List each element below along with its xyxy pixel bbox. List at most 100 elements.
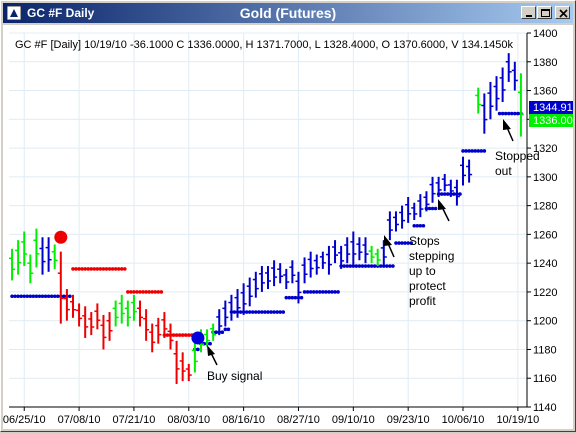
price-bar [112,300,119,327]
arrowhead-icon [438,199,446,210]
price-bar [423,191,430,212]
price-bar [505,53,512,82]
stop-dot-long [433,206,438,211]
price-bar [33,228,40,268]
price-bar [417,194,424,218]
stop-dot-short [171,333,176,337]
sell-signal-dot [54,230,68,244]
stop-dot-short [107,267,112,271]
price-bar [191,340,198,373]
minimize-icon [526,15,532,17]
price-bar [493,76,500,111]
price-bars [9,53,524,384]
stop-dot-long [506,111,511,116]
price-bar [210,323,217,341]
price-bar [487,81,494,120]
close-button[interactable] [555,6,570,19]
stop-dot-long [479,149,484,153]
price-bar [204,329,211,347]
stop-dot-long [467,149,471,153]
stop-dot-long [293,295,298,300]
price-bar [185,363,192,382]
stop-dot-long [250,310,255,314]
stops-label-line: Stops [409,234,440,248]
price-bar [511,61,518,91]
stop-dot-short [153,290,158,294]
price-bar [222,300,229,327]
maximize-icon [541,9,550,17]
stop-dot-short [122,267,127,271]
price-bar [57,251,64,324]
stop-dot-long [214,330,218,335]
price-bar [466,159,473,183]
price-bar [368,245,375,264]
stop-dot-long [342,264,346,268]
stop-dot-long [369,264,374,268]
stop-dot-long [321,290,325,294]
stop-dot-short [129,290,133,294]
stop-dot-short [116,267,121,271]
stopped-label-line: Stopped [495,149,540,163]
price-bar [216,309,223,336]
price-bar [283,268,290,290]
stop-dot-long [503,111,508,116]
minimize-button[interactable] [521,6,536,19]
price-bar [325,245,332,275]
price-bar [143,309,150,341]
price-chart[interactable]: GC #F [Daily] 10/19/10 -36.1000 C 1336.0… [3,25,573,429]
stop-dot-long [62,294,66,299]
stop-dot-long [394,241,398,245]
price-bar [362,237,369,264]
stop-dot-long [378,264,383,268]
price-bar [76,303,83,327]
stop-dot-long [37,294,42,299]
stop-dot-short [159,290,164,294]
stop-dot-short [141,290,145,294]
stop-dot-short [150,290,155,294]
y-tick-label: 1180 [533,344,557,356]
x-tick-label: 07/08/10 [58,414,101,426]
stop-dot-long [40,294,45,299]
stop-dot-long [290,295,295,300]
stop-dot-long [421,223,426,228]
stop-dot-long [372,264,377,268]
price-bar [277,263,284,284]
y-tick-label: 1400 [533,28,557,40]
price-bar [447,179,454,197]
price-bar [301,257,308,284]
stop-dot-short [89,267,94,271]
price-bar [9,248,16,281]
buy-signal-label: Buy signal [207,369,262,383]
title-bar[interactable]: GC #F Daily Gold (Futures) [3,3,573,23]
stop-dot-long [516,111,520,116]
price-bar [435,176,442,197]
stop-dot-long [427,206,432,211]
price-bar [399,205,406,229]
stop-dot-long [476,149,481,153]
stop-dot-long [406,241,410,245]
stop-dot-long [55,294,60,299]
price-tag-close [529,114,573,127]
stop-dot-long [314,290,319,294]
x-tick-label: 09/23/10 [387,414,430,426]
price-bar [94,303,101,330]
stop-dot-long [354,264,359,268]
stop-dot-long [318,290,322,294]
stop-dot-short [113,267,118,271]
price-bar [51,244,58,269]
price-bar [307,251,314,278]
stop-dot-long [482,149,487,153]
stop-dot-long [287,295,292,300]
stop-dot-long [366,264,371,268]
stopped-label-line: out [495,164,512,178]
price-bar [356,237,363,261]
info-line: GC #F [Daily] 10/19/10 -36.1000 C 1336.0… [15,39,514,51]
stop-dot-long [244,310,249,314]
stop-dot-short [144,290,148,294]
price-bar [21,231,28,267]
maximize-button[interactable] [537,6,552,19]
x-tick-label: 07/21/10 [113,414,156,426]
y-tick-label: 1320 [533,143,557,155]
price-bar [405,196,412,223]
